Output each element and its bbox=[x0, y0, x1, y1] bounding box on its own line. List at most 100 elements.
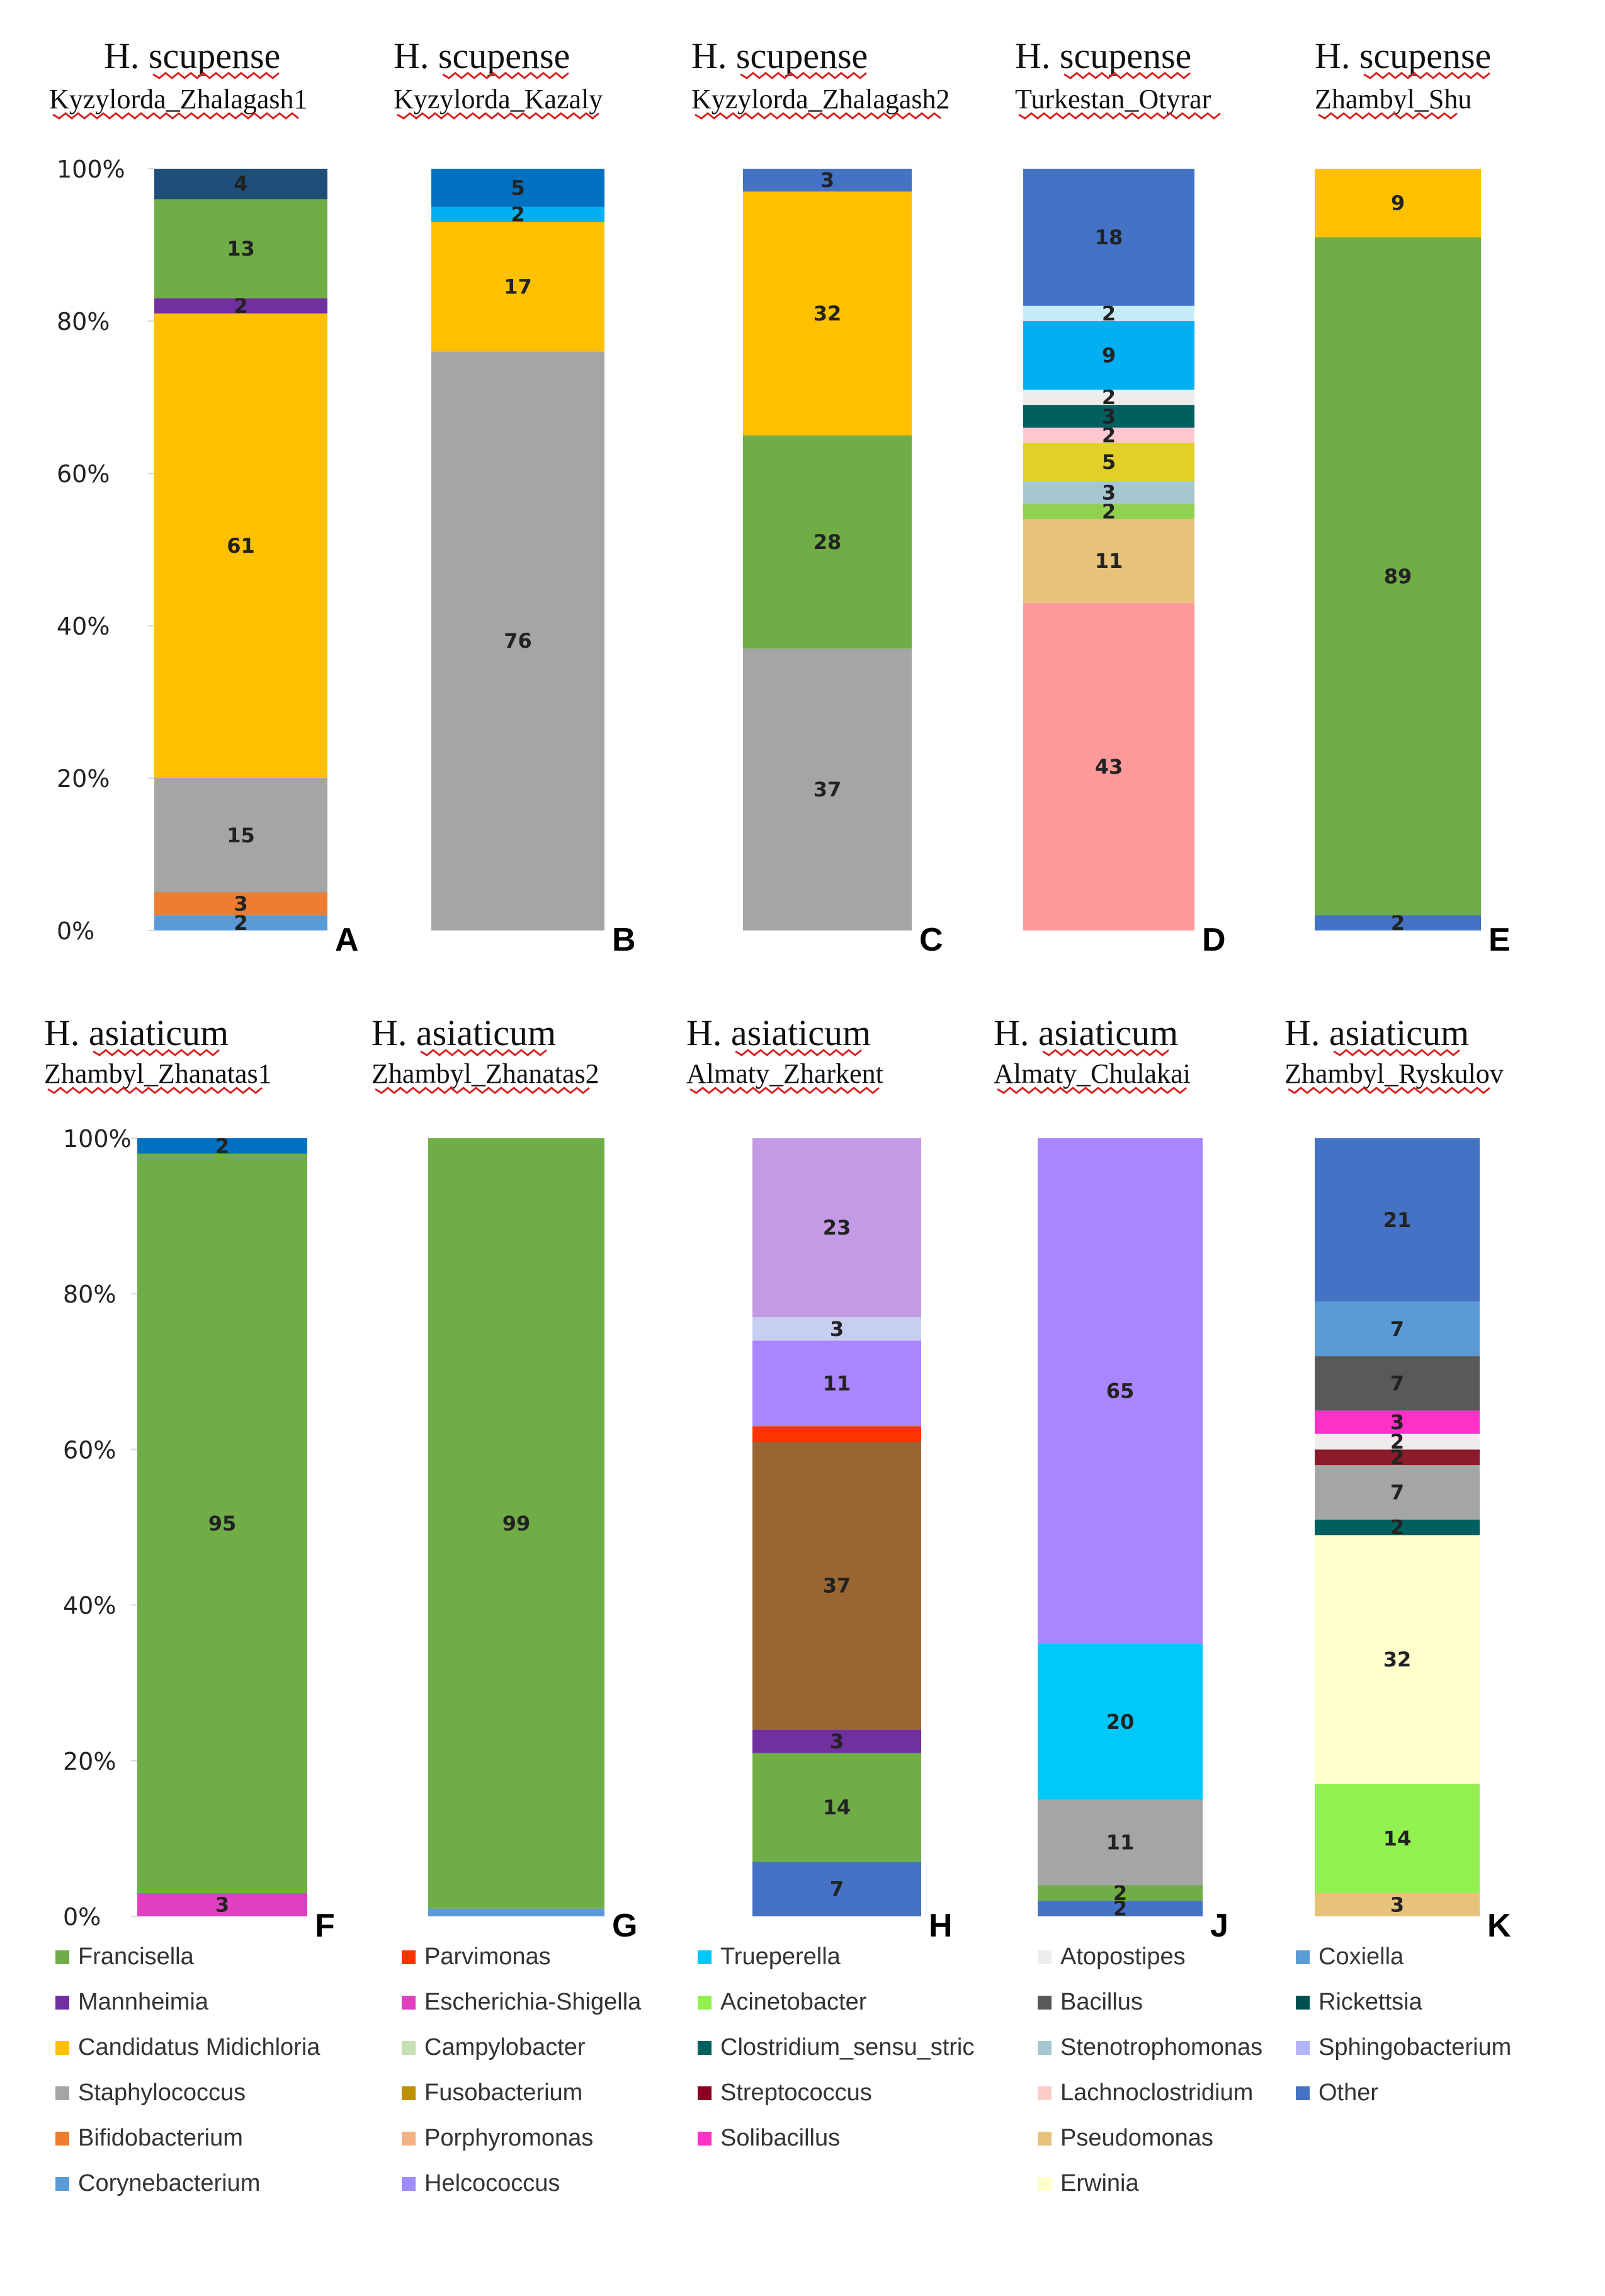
spellcheck-underline bbox=[442, 72, 569, 79]
bar-segment bbox=[1023, 443, 1194, 482]
segment-value-label: 14 bbox=[823, 1796, 851, 1819]
legend-label: Helcococcus bbox=[424, 2170, 560, 2197]
bar-segment bbox=[1023, 602, 1194, 930]
legend-item: Mannheimia bbox=[55, 1989, 209, 2015]
legend-label: Stenotrophomonas bbox=[1060, 2034, 1262, 2061]
panel-letter: K bbox=[1487, 1908, 1511, 1944]
bar-segment bbox=[752, 1138, 921, 1318]
legend-item: Pseudomonas bbox=[1038, 2125, 1213, 2151]
legend-item: Bifidobacterium bbox=[55, 2125, 243, 2151]
bar-segment bbox=[154, 915, 327, 930]
legend-label: Coxiella bbox=[1319, 1943, 1404, 1970]
segment-value-label: 99 bbox=[502, 1512, 531, 1535]
panel-site-title: Almaty_Chulakai bbox=[994, 1058, 1191, 1089]
legend-item: Atopostipes bbox=[1038, 1943, 1186, 1970]
bar-segment bbox=[1038, 1885, 1203, 1901]
bar-segment bbox=[1023, 321, 1194, 390]
segment-value-label: 2 bbox=[215, 1134, 229, 1158]
segment-value-label: 5 bbox=[511, 176, 525, 200]
bar-segment bbox=[1023, 389, 1194, 405]
y-tick-label: 60% bbox=[63, 1436, 116, 1464]
panel-f: H. asiaticum Zhambyl_Zhanatas1 0% 20% 40% 60%… bbox=[44, 1012, 335, 1944]
spellcheck-underline bbox=[1288, 1087, 1490, 1094]
legend-item: Sphingobacterium bbox=[1296, 2034, 1511, 2061]
segment-value-label: 11 bbox=[823, 1371, 851, 1395]
legend-item: Solibacillus bbox=[698, 2125, 840, 2151]
legend-label: Fusobacterium bbox=[424, 2079, 582, 2106]
bar-segment bbox=[137, 1153, 307, 1893]
panel-species-title: H. scupense bbox=[691, 35, 868, 76]
legend-swatch bbox=[55, 2041, 69, 2055]
legend-item: Escherichia-Shigella bbox=[402, 1989, 642, 2015]
bar-segment bbox=[428, 1138, 604, 1909]
legend-label: Other bbox=[1319, 2079, 1378, 2106]
spellcheck-underline bbox=[997, 1087, 1187, 1094]
bar-segment bbox=[743, 435, 912, 649]
segment-value-label: 7 bbox=[1390, 1371, 1404, 1395]
legend-label: Porphyromonas bbox=[424, 2125, 593, 2151]
bar-segment bbox=[1023, 504, 1194, 519]
legend-item: Parvimonas bbox=[402, 1943, 551, 1970]
legend-swatch bbox=[402, 1996, 416, 2010]
legend-swatch bbox=[1296, 1996, 1310, 2010]
segment-value-label: 15 bbox=[227, 823, 255, 847]
segment-value-label: 3 bbox=[1102, 404, 1116, 428]
legend-swatch bbox=[402, 2177, 416, 2191]
spellcheck-underline bbox=[47, 1087, 263, 1094]
bar-segment bbox=[1315, 1434, 1480, 1450]
spellcheck-underline bbox=[1363, 72, 1490, 79]
legend-label: Francisella bbox=[78, 1943, 195, 1970]
segment-value-label: 65 bbox=[1106, 1379, 1135, 1403]
panel-species-title: H. asiaticum bbox=[44, 1012, 229, 1053]
segment-value-label: 20 bbox=[1106, 1710, 1135, 1734]
bar-segment bbox=[752, 1862, 921, 1916]
panel-letter: J bbox=[1210, 1908, 1228, 1944]
bar-segment bbox=[1023, 169, 1194, 306]
bar-segment bbox=[743, 648, 912, 930]
panel-species-title: H. asiaticum bbox=[1285, 1012, 1469, 1053]
legend-item: Helcococcus bbox=[402, 2170, 560, 2197]
panel-letter: G bbox=[612, 1908, 637, 1944]
legend-label: Corynebacterium bbox=[78, 2170, 260, 2197]
y-tick-label: 60% bbox=[57, 460, 110, 488]
panel-site-title: Zhambyl_Shu bbox=[1315, 84, 1472, 115]
bar-segment bbox=[752, 1317, 921, 1341]
segment-value-label: 76 bbox=[504, 629, 532, 653]
spellcheck-underline bbox=[695, 112, 941, 120]
bar-segment bbox=[752, 1729, 921, 1753]
panel-letter: E bbox=[1489, 922, 1511, 958]
legend-label: Trueperella bbox=[720, 1943, 841, 1970]
bar-segment bbox=[431, 222, 604, 352]
panel-species-title: H. scupense bbox=[1015, 35, 1191, 76]
segment-value-label: 2 bbox=[1391, 911, 1405, 935]
legend-label: Pseudomonas bbox=[1060, 2125, 1213, 2151]
bar-segment bbox=[154, 313, 327, 778]
segment-value-label: 28 bbox=[814, 530, 842, 554]
panel-letter: A bbox=[335, 922, 359, 958]
bar-segment bbox=[1023, 405, 1194, 428]
legend-item: Bacillus bbox=[1038, 1989, 1143, 2015]
legend-item: Erwinia bbox=[1038, 2170, 1139, 2197]
legend-label: Bifidobacterium bbox=[78, 2125, 243, 2151]
legend-swatch bbox=[1296, 2041, 1310, 2055]
bar-segment bbox=[1315, 1138, 1480, 1302]
segment-value-label: 2 bbox=[1390, 1445, 1404, 1469]
bar-segment bbox=[1038, 1901, 1203, 1916]
spellcheck-underline bbox=[740, 72, 867, 79]
legend-item: Stenotrophomonas bbox=[1038, 2034, 1262, 2061]
legend-label: Candidatus Midichloria bbox=[78, 2034, 320, 2061]
legend-swatch bbox=[1038, 2086, 1052, 2100]
segment-value-label: 43 bbox=[1095, 755, 1123, 779]
bar-segment bbox=[752, 1340, 921, 1427]
bar-segment bbox=[1038, 1138, 1203, 1644]
legend-item: Staphylococcus bbox=[55, 2079, 246, 2106]
segment-value-label: 2 bbox=[234, 911, 247, 935]
legend: Francisella Mannheimia Candidatus Midichlo… bbox=[55, 1943, 1511, 2197]
spellcheck-underline bbox=[1333, 1049, 1460, 1056]
panel-c: H. scupense Kyzylorda_Zhalagash2 37 28 32 3 C bbox=[691, 35, 950, 958]
bar-segment bbox=[1315, 915, 1481, 930]
bar-segment bbox=[752, 1426, 921, 1442]
legend-swatch bbox=[55, 2132, 69, 2146]
segment-value-label: 3 bbox=[215, 1892, 229, 1916]
